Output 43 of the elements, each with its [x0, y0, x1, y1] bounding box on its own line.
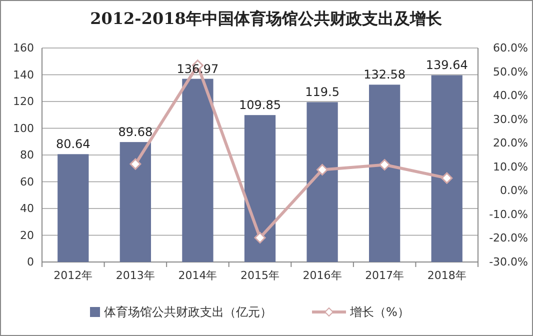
data-label: 89.68: [118, 125, 153, 140]
data-label: 119.5: [305, 85, 340, 100]
y2-tick-label: -10.0%: [489, 208, 528, 221]
x-tick-label: 2017年: [365, 269, 404, 282]
chart-title: 2012-2018年中国体育场馆公共财政支出及增长: [90, 9, 443, 28]
y2-tick-label: 0.0%: [500, 184, 528, 198]
y-tick-label: 160: [13, 42, 34, 54]
bar: [369, 84, 400, 262]
y2-tick-label: 30.0%: [493, 112, 528, 126]
y2-tick-label: -20.0%: [489, 232, 528, 245]
x-tick-label: 2012年: [54, 269, 93, 282]
y2-tick-label: 60.0%: [493, 42, 528, 54]
y2-tick-label: 50.0%: [493, 65, 528, 78]
x-tick-label: 2016年: [302, 269, 342, 282]
bar: [244, 115, 276, 262]
y-tick-label: 20: [20, 228, 34, 242]
x-tick-label: 2014年: [178, 269, 218, 282]
bar: [306, 102, 338, 262]
x-tick-label: 2018年: [427, 269, 466, 282]
bar: [120, 142, 151, 262]
bar: [182, 78, 214, 262]
data-label: 132.58: [364, 68, 406, 82]
y-tick-label: 60: [20, 175, 34, 188]
x-tick-label: 2013年: [116, 269, 155, 282]
bar: [58, 154, 89, 262]
y2-tick-label: -30.0%: [489, 256, 528, 268]
legend-label: 增长（%）: [349, 305, 410, 319]
x-tick-label: 2015年: [240, 269, 280, 282]
data-label: 80.64: [56, 137, 90, 152]
y2-tick-label: 40.0%: [493, 89, 528, 102]
data-label: 136.97: [176, 62, 219, 76]
data-label: 109.85: [239, 98, 281, 112]
y-tick-label: 140: [13, 68, 34, 82]
legend-label: 体育场馆公共财政支出（亿元）: [104, 305, 272, 319]
y-tick-label: 40: [20, 202, 34, 215]
y-tick-label: 80: [20, 148, 34, 162]
y-tick-label: 0: [27, 256, 34, 268]
data-label: 139.64: [426, 58, 468, 72]
y-tick-label: 120: [13, 95, 34, 108]
y2-tick-label: 10.0%: [493, 160, 528, 174]
bar: [431, 75, 462, 262]
y-tick-label: 100: [13, 122, 34, 135]
y2-tick-label: 20.0%: [493, 136, 528, 150]
